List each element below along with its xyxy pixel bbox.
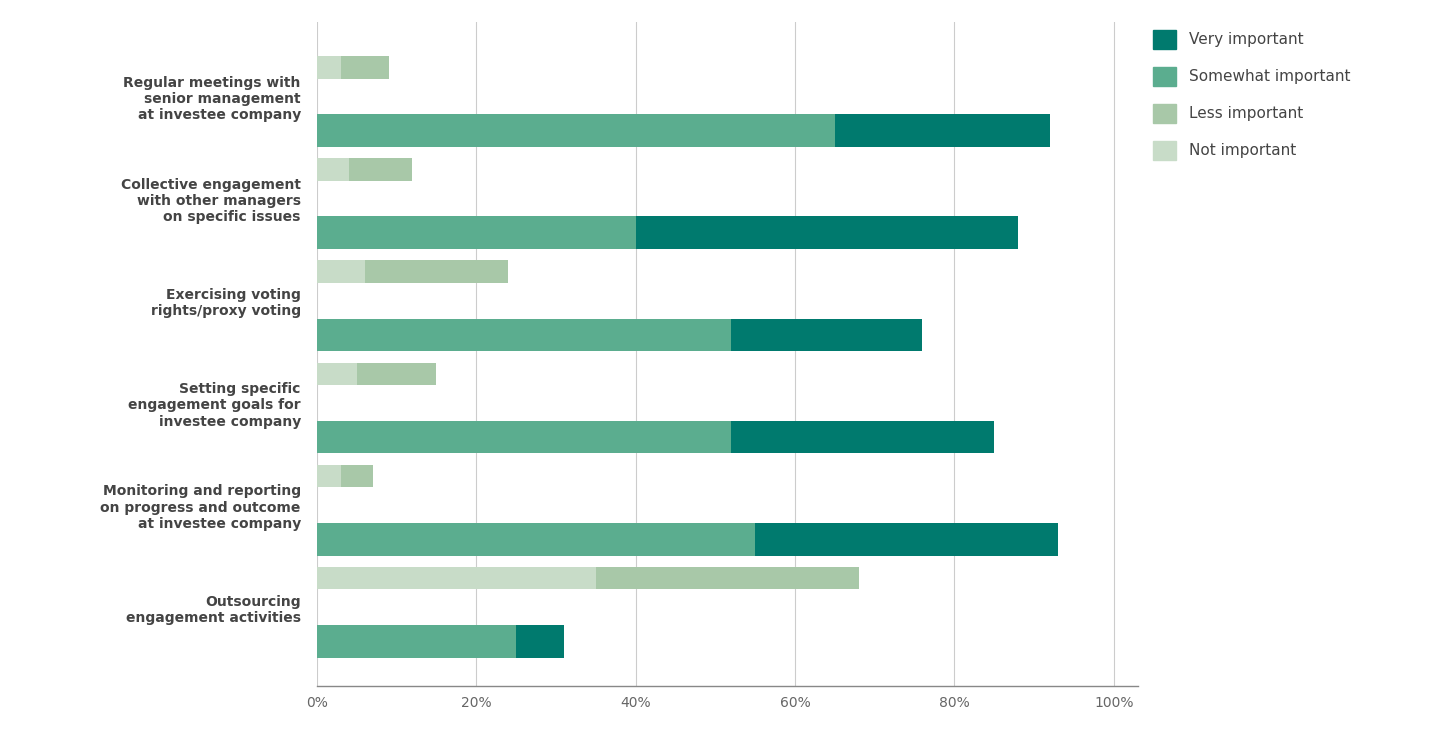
Bar [341, 56, 389, 78]
Bar [317, 114, 835, 147]
Bar [732, 319, 923, 351]
Bar [357, 363, 436, 385]
Bar [317, 260, 364, 283]
Bar [732, 421, 994, 454]
Bar [341, 465, 373, 487]
Bar [317, 625, 516, 658]
Bar [317, 523, 755, 556]
Bar [317, 319, 732, 351]
Bar [317, 158, 348, 181]
Bar [317, 567, 596, 589]
Bar [516, 625, 564, 658]
Bar [635, 216, 1018, 249]
Bar [317, 421, 732, 454]
Bar [835, 114, 1050, 147]
Bar [755, 523, 1058, 556]
Bar [364, 260, 508, 283]
Bar [596, 567, 858, 589]
Legend: Very important, Somewhat important, Less important, Not important: Very important, Somewhat important, Less… [1153, 30, 1351, 160]
Bar [317, 216, 635, 249]
Bar [317, 465, 341, 487]
Bar [317, 363, 357, 385]
Bar [348, 158, 412, 181]
Bar [317, 56, 341, 78]
